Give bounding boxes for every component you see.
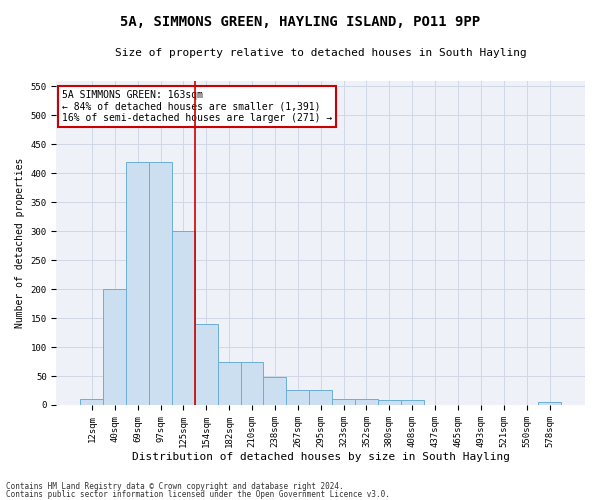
Bar xyxy=(172,231,195,405)
Text: Contains public sector information licensed under the Open Government Licence v3: Contains public sector information licen… xyxy=(6,490,390,499)
Bar xyxy=(149,162,172,405)
Bar xyxy=(401,400,424,405)
Text: 5A, SIMMONS GREEN, HAYLING ISLAND, PO11 9PP: 5A, SIMMONS GREEN, HAYLING ISLAND, PO11 … xyxy=(120,15,480,29)
Bar xyxy=(103,289,126,405)
Bar xyxy=(218,362,241,405)
Bar xyxy=(80,399,103,405)
Bar xyxy=(263,377,286,405)
Bar xyxy=(309,390,332,405)
Bar xyxy=(195,324,218,405)
Y-axis label: Number of detached properties: Number of detached properties xyxy=(15,158,25,328)
Bar xyxy=(241,362,263,405)
Bar xyxy=(378,400,401,405)
Bar xyxy=(332,399,355,405)
Title: Size of property relative to detached houses in South Hayling: Size of property relative to detached ho… xyxy=(115,48,527,58)
Text: 5A SIMMONS GREEN: 163sqm
← 84% of detached houses are smaller (1,391)
16% of sem: 5A SIMMONS GREEN: 163sqm ← 84% of detach… xyxy=(62,90,332,124)
Text: Contains HM Land Registry data © Crown copyright and database right 2024.: Contains HM Land Registry data © Crown c… xyxy=(6,482,344,491)
X-axis label: Distribution of detached houses by size in South Hayling: Distribution of detached houses by size … xyxy=(132,452,510,462)
Bar xyxy=(355,399,378,405)
Bar xyxy=(538,402,561,405)
Bar xyxy=(286,390,309,405)
Bar xyxy=(126,162,149,405)
